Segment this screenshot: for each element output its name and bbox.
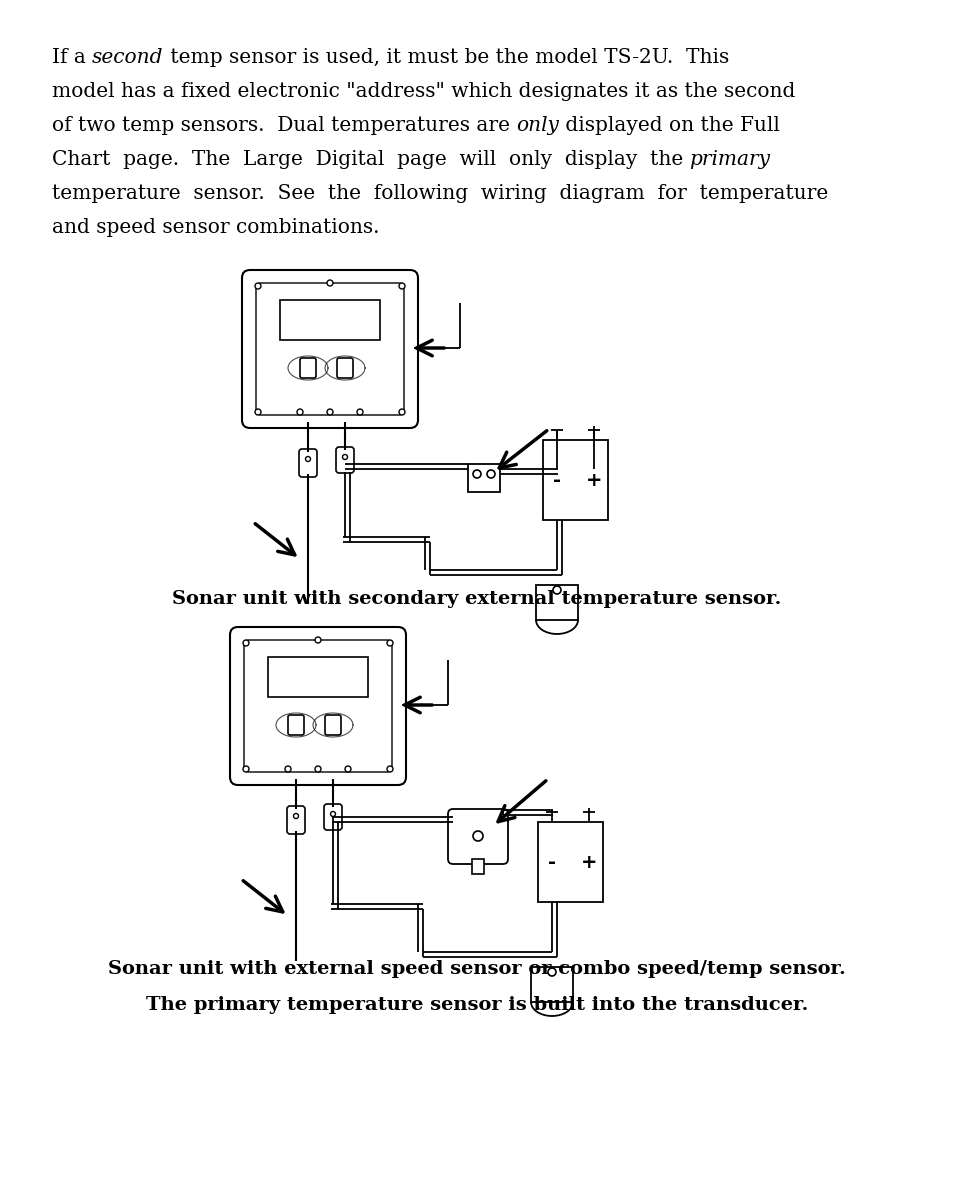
Circle shape: [314, 766, 320, 772]
FancyBboxPatch shape: [242, 270, 417, 428]
Circle shape: [553, 586, 560, 594]
Text: and speed sensor combinations.: and speed sensor combinations.: [52, 218, 379, 237]
Text: +: +: [585, 470, 601, 489]
Text: of two temp sensors.  Dual temperatures are: of two temp sensors. Dual temperatures a…: [52, 116, 516, 135]
FancyBboxPatch shape: [255, 283, 403, 415]
FancyBboxPatch shape: [298, 448, 316, 477]
Circle shape: [356, 409, 363, 415]
FancyBboxPatch shape: [335, 447, 354, 472]
FancyBboxPatch shape: [325, 715, 340, 735]
Circle shape: [305, 457, 310, 462]
Bar: [472, 858, 483, 874]
Circle shape: [314, 637, 320, 643]
Text: If a: If a: [52, 48, 92, 67]
Text: only: only: [516, 116, 558, 135]
Circle shape: [473, 831, 482, 840]
Bar: [531, 968, 573, 1002]
Text: model has a fixed electronic "address" which designates it as the second: model has a fixed electronic "address" w…: [52, 82, 795, 101]
FancyBboxPatch shape: [244, 640, 392, 772]
Circle shape: [327, 281, 333, 287]
FancyBboxPatch shape: [448, 809, 507, 864]
Circle shape: [327, 409, 333, 415]
FancyBboxPatch shape: [230, 627, 406, 785]
Circle shape: [254, 283, 261, 289]
Circle shape: [296, 409, 303, 415]
FancyBboxPatch shape: [299, 359, 315, 378]
Circle shape: [345, 766, 351, 772]
Circle shape: [243, 766, 249, 772]
Text: second: second: [92, 48, 164, 67]
Circle shape: [398, 409, 405, 415]
Circle shape: [547, 968, 556, 976]
Bar: [537, 823, 602, 902]
Text: displayed on the Full: displayed on the Full: [558, 116, 780, 135]
Circle shape: [285, 766, 291, 772]
Circle shape: [473, 470, 480, 478]
FancyBboxPatch shape: [324, 805, 341, 830]
Circle shape: [387, 766, 393, 772]
Circle shape: [387, 640, 393, 646]
Bar: [536, 585, 578, 620]
Text: temperature  sensor.  See  the  following  wiring  diagram  for  temperature: temperature sensor. See the following wi…: [52, 183, 827, 203]
Circle shape: [398, 283, 405, 289]
Text: -: -: [553, 470, 560, 489]
FancyBboxPatch shape: [287, 806, 305, 835]
Circle shape: [254, 409, 261, 415]
Circle shape: [243, 640, 249, 646]
Bar: [468, 464, 499, 492]
Text: Sonar unit with secondary external temperature sensor.: Sonar unit with secondary external tempe…: [172, 590, 781, 608]
Text: The primary temperature sensor is built into the transducer.: The primary temperature sensor is built …: [146, 996, 807, 1014]
FancyBboxPatch shape: [288, 715, 304, 735]
Bar: [542, 440, 607, 520]
Bar: [280, 300, 379, 341]
Text: -: -: [547, 852, 556, 872]
Text: Sonar unit with external speed sensor or combo speed/temp sensor.: Sonar unit with external speed sensor or…: [108, 960, 845, 978]
Text: temp sensor is used, it must be the model TS-2U.  This: temp sensor is used, it must be the mode…: [164, 48, 728, 67]
Circle shape: [294, 813, 298, 819]
FancyBboxPatch shape: [336, 359, 353, 378]
Text: +: +: [580, 852, 597, 872]
Text: primary: primary: [689, 150, 770, 169]
Circle shape: [330, 812, 335, 817]
Bar: [268, 657, 368, 697]
Circle shape: [486, 470, 495, 478]
Circle shape: [342, 454, 347, 459]
Text: Chart  page.  The  Large  Digital  page  will  only  display  the: Chart page. The Large Digital page will …: [52, 150, 689, 169]
